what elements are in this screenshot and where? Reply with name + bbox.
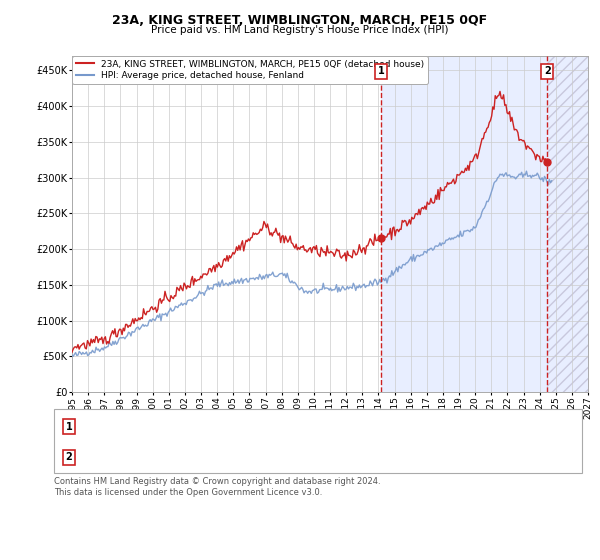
Text: 1: 1	[65, 422, 73, 432]
Text: 23A, KING STREET, WIMBLINGTON, MARCH, PE15 0QF: 23A, KING STREET, WIMBLINGTON, MARCH, PE…	[112, 14, 488, 27]
Text: This data is licensed under the Open Government Licence v3.0.: This data is licensed under the Open Gov…	[54, 488, 322, 497]
Text: £215,000: £215,000	[252, 422, 301, 432]
Bar	[381, 56, 547, 392]
Text: £322,000: £322,000	[252, 452, 301, 462]
Text: 2: 2	[65, 452, 73, 462]
Text: 1: 1	[378, 66, 385, 76]
Text: 20-JUN-2024: 20-JUN-2024	[105, 452, 171, 462]
Text: 05-MAR-2014: 05-MAR-2014	[105, 422, 175, 432]
Legend: 23A, KING STREET, WIMBLINGTON, MARCH, PE15 0QF (detached house), HPI: Average pr: 23A, KING STREET, WIMBLINGTON, MARCH, PE…	[72, 56, 428, 84]
Text: 21% ↑ HPI: 21% ↑ HPI	[378, 422, 433, 432]
Text: Price paid vs. HM Land Registry's House Price Index (HPI): Price paid vs. HM Land Registry's House …	[151, 25, 449, 35]
Text: 2: 2	[544, 66, 551, 76]
Text: 7% ↑ HPI: 7% ↑ HPI	[378, 452, 427, 462]
Bar	[547, 56, 588, 392]
Text: Contains HM Land Registry data © Crown copyright and database right 2024.: Contains HM Land Registry data © Crown c…	[54, 477, 380, 486]
